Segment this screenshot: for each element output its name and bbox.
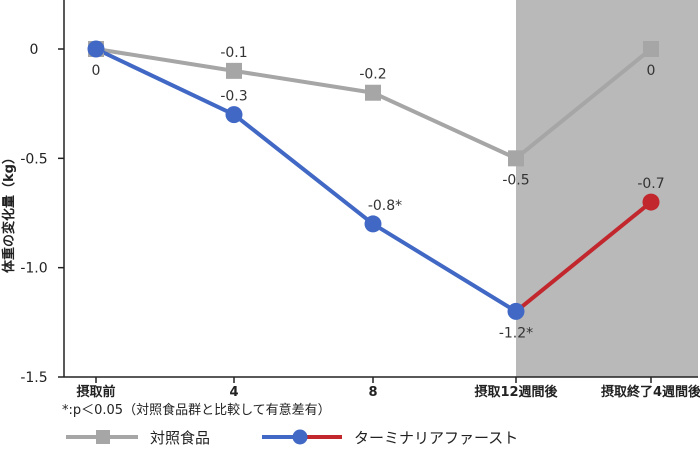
x-tick-label: 摂取12週間後 [474,384,558,400]
legend-label-test: ターミナリアファースト [354,429,518,447]
control-point [643,41,659,57]
significance-footnote: *:p＜0.05（対照食品群と比較して有意差有） [62,402,331,418]
y-tick-label: -0.5 [20,151,47,167]
y-axis-label: 体重の変化量（kg） [1,151,17,273]
legend-marker-test [292,429,308,445]
y-tick-label: -1.0 [20,261,47,277]
x-ticks: 摂取前 4 8 摂取12週間後 摂取終了4週間後 [76,377,700,400]
control-point [508,150,524,167]
x-tick-label: 摂取前 [76,384,115,400]
axes [63,0,698,378]
y-tick-label: -1.5 [20,370,47,386]
control-data-label: 0 [647,63,656,79]
control-data-label: 0 [92,63,101,79]
control-data-label: -0.1 [220,45,247,61]
test-data-label: -0.3 [220,89,247,105]
test-point [364,215,382,233]
series-markers [87,40,660,320]
test-point [642,193,660,211]
series-line-test-post [514,200,653,313]
y-ticks: 0 -0.5 -1.0 -1.5 [20,42,64,386]
legend-marker-control [96,430,110,444]
test-point [507,302,525,320]
x-tick-label: 4 [229,385,238,400]
control-point [365,84,381,101]
control-data-label: -0.2 [359,67,386,83]
test-data-label: -0.8* [368,198,402,214]
legend-label-control: 対照食品 [150,429,210,447]
x-tick-label: 摂取終了4週間後 [601,384,700,400]
test-point [87,40,105,58]
series-line-test-intake [95,47,518,314]
control-data-label: -0.5 [502,172,529,188]
test-data-label: -0.7 [637,176,664,192]
x-tick-label: 8 [368,385,377,400]
legend: 対照食品 ターミナリアファースト [66,429,518,447]
test-data-label: -1.2* [499,325,533,341]
post-intake-shaded-region [516,0,698,377]
y-tick-label: 0 [30,42,39,58]
test-point [225,106,243,124]
control-point [226,62,242,79]
data-labels: 0 -0.1 -0.2 -0.5 0 -0.3 -0.8* -1.2* -0.7 [92,45,665,342]
